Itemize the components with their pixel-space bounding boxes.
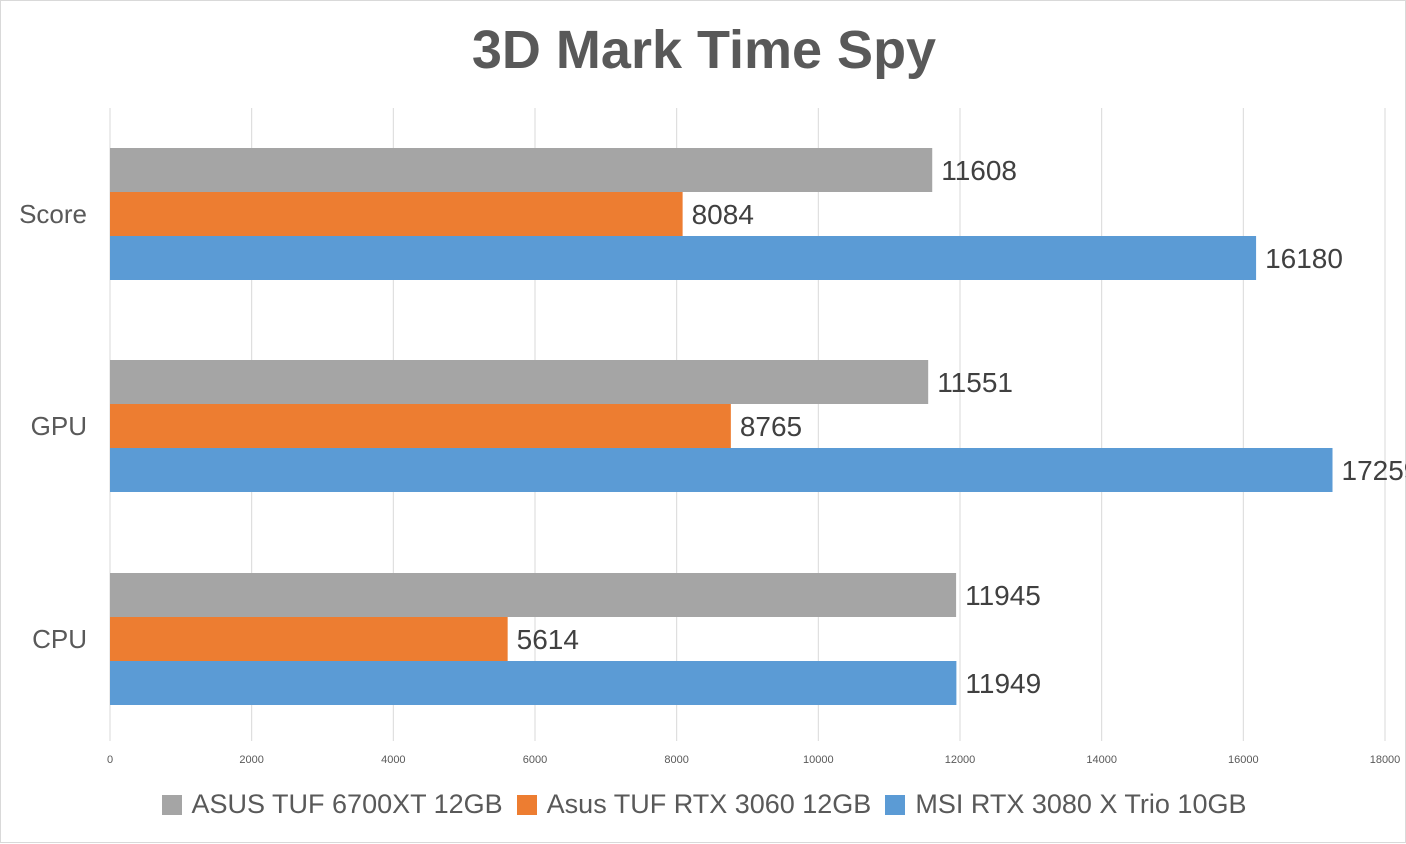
data-label: 8084 (692, 199, 754, 230)
x-tick-label: 14000 (1086, 754, 1117, 766)
x-tick-label: 16000 (1228, 754, 1259, 766)
x-tick-label: 2000 (239, 754, 263, 766)
bar-asus-tuf-6700xt-12gb (110, 148, 933, 192)
legend-swatch (885, 794, 906, 815)
bar-asus-tuf-rtx-3060-12gb (110, 404, 731, 448)
data-label: 16180 (1265, 243, 1343, 274)
bar-asus-tuf-6700xt-12gb (110, 573, 957, 617)
x-tick-label: 8000 (664, 754, 688, 766)
legend-swatch (516, 794, 537, 815)
category-label: Score (19, 199, 87, 229)
x-tick-label: 10000 (803, 754, 834, 766)
bar-msi-rtx-3080-x-trio-10gb (110, 661, 957, 705)
bar-asus-tuf-6700xt-12gb (110, 360, 929, 404)
data-label: 11945 (965, 580, 1041, 611)
legend-label: MSI RTX 3080 X Trio 10GB (915, 789, 1247, 819)
category-label: GPU (31, 411, 87, 441)
bar-msi-rtx-3080-x-trio-10gb (110, 448, 1333, 492)
data-label: 5614 (517, 624, 579, 655)
data-label: 8765 (740, 411, 802, 442)
legend-swatch (161, 794, 182, 815)
data-label: 11949 (965, 668, 1041, 699)
data-label: 11551 (937, 367, 1013, 398)
category-label: CPU (32, 624, 87, 654)
legend-item: MSI RTX 3080 X Trio 10GB (885, 789, 1246, 820)
legend-label: Asus TUF RTX 3060 12GB (546, 789, 872, 819)
data-label: 17259 (1342, 455, 1406, 486)
legend: ASUS TUF 6700XT 12GB Asus TUF RTX 3060 12… (1, 789, 1406, 820)
x-tick-label: 12000 (945, 754, 976, 766)
legend-label: ASUS TUF 6700XT 12GB (191, 789, 503, 819)
x-tick-label: 6000 (523, 754, 547, 766)
bar-asus-tuf-rtx-3060-12gb (110, 192, 683, 236)
x-tick-label: 0 (107, 754, 113, 766)
legend-item: ASUS TUF 6700XT 12GB (161, 789, 503, 820)
data-label: 11608 (941, 155, 1017, 186)
legend-item: Asus TUF RTX 3060 12GB (516, 789, 872, 820)
bar-asus-tuf-rtx-3060-12gb (110, 617, 508, 661)
x-tick-label: 18000 (1370, 754, 1401, 766)
x-tick-label: 4000 (381, 754, 405, 766)
bar-msi-rtx-3080-x-trio-10gb (110, 236, 1257, 280)
chart-title: 3D Mark Time Spy (471, 20, 937, 80)
